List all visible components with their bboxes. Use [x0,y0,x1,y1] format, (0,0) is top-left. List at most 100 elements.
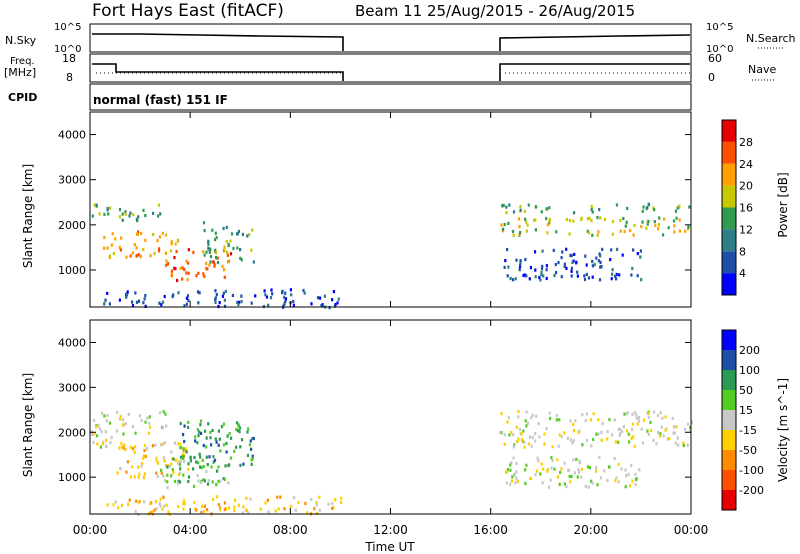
time-tick-label: 12:00 [373,523,408,537]
velocity-cell [595,469,598,473]
velocity-cell [516,479,519,483]
velocity-cell [177,505,180,509]
velocity-cell [125,470,128,474]
power-cell [565,218,568,222]
power-cell [230,232,234,236]
velocity-cell [563,482,566,486]
velocity-cell [242,505,245,509]
power-cell [167,262,170,266]
power-cell [248,232,251,237]
velocity-cell [220,425,224,429]
velocity-cell [196,441,199,445]
velocity-colorbar-tick: -200 [739,484,764,497]
velocity-cell [618,433,621,437]
velocity-cell [96,442,99,446]
velocity-cell [613,456,616,461]
power-cell [631,266,634,271]
velocity-cell [331,501,334,506]
velocity-cell [137,465,140,469]
velocity-cell [620,467,623,471]
nsky-right-tick-bottom: 10^0 [706,44,733,55]
velocity-ytick-label: 4000 [58,336,86,349]
power-cell [591,259,594,264]
velocity-cell [631,422,634,426]
power-cell [625,220,628,224]
velocity-cell [135,499,138,503]
velocity-cell [116,471,119,475]
power-cell [125,294,128,298]
velocity-cell [630,436,633,440]
velocity-cell [527,442,530,446]
power-cell [678,218,681,222]
power-cell [187,271,190,275]
power-cell [529,266,532,270]
velocity-cell [226,434,229,438]
power-cell [533,250,537,254]
velocity-cell [164,464,168,468]
power-cell [281,289,284,293]
velocity-cell [217,503,220,507]
power-cell [222,291,225,295]
velocity-cell [170,462,173,466]
power-cell [590,204,593,208]
power-cell [208,263,211,267]
power-cell [591,233,594,237]
power-cell [597,230,600,234]
power-cell [164,233,168,237]
power-cell [252,260,255,264]
velocity-cell [170,450,173,454]
velocity-cell [233,449,236,453]
velocity-cell [327,502,330,506]
power-cell [610,248,613,252]
velocity-cell [127,502,130,506]
velocity-cell [652,438,655,442]
power-cell [129,254,132,258]
velocity-y-axis-label: Slant Range [km] [21,373,35,477]
freq-left-tick-bottom: 8 [66,71,73,84]
velocity-cell [126,460,129,464]
power-cell [186,278,189,282]
velocity-cell [574,419,577,423]
velocity-cell [580,475,583,479]
power-cell [114,237,117,241]
velocity-cell [682,444,685,448]
power-cell [289,288,292,292]
power-cell [502,227,505,231]
power-cell [570,253,573,258]
power-cell [639,249,642,253]
velocity-cell [661,416,664,420]
velocity-cell [206,508,209,512]
time-axis: 00:00 04:00 08:00 12:00 16:00 20:00 00:00 [73,523,709,537]
power-cell [506,247,509,252]
velocity-cell [503,442,506,446]
power-cell [213,262,216,266]
power-cell [609,258,612,262]
power-cell [283,302,286,306]
power-cell [290,293,293,297]
power-cell [310,302,313,306]
velocity-cell [138,414,142,418]
velocity-cell [634,472,637,476]
velocity-cell [218,437,221,441]
velocity-cell [551,445,554,449]
power-cell [227,243,230,247]
power-cell [237,229,240,233]
power-cell [135,246,138,250]
power-cell [598,278,602,282]
velocity-cell [199,419,203,423]
power-cell [540,210,543,214]
velocity-cell [315,500,318,505]
power-cell [523,209,526,213]
velocity-cell [646,429,649,433]
velocity-cell [222,422,225,426]
power-cell [584,254,587,258]
velocity-cell [306,511,309,515]
power-cell [118,208,122,212]
power-cell [675,216,678,220]
velocity-cell [245,496,248,500]
power-cell [546,231,549,235]
power-cell [555,230,558,234]
power-cell [226,253,229,257]
velocity-cell [619,431,622,435]
power-cell [165,263,168,267]
